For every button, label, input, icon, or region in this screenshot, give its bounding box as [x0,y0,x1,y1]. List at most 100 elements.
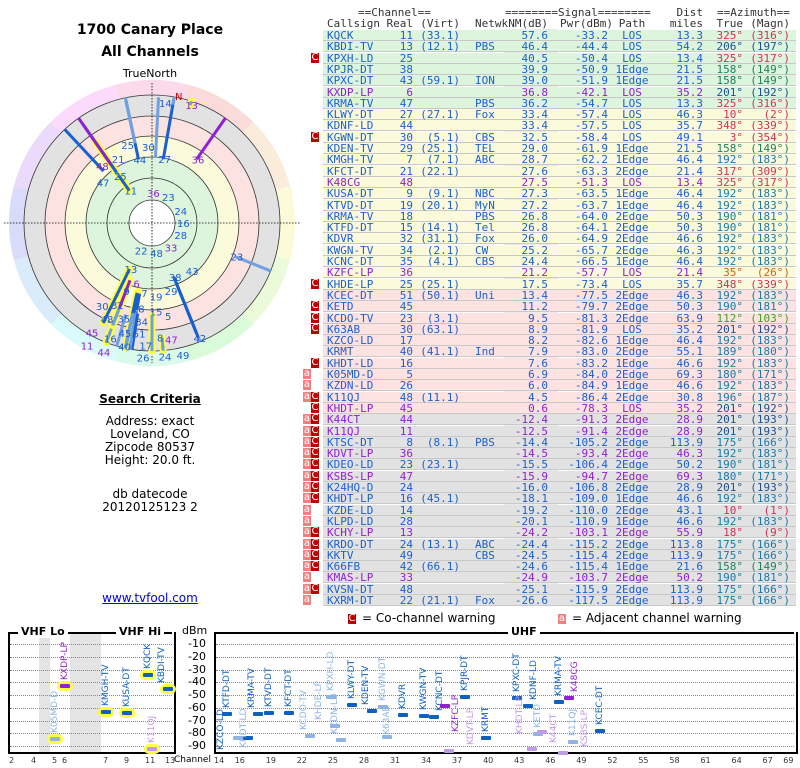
cell-nm: -12.5 [514,424,548,438]
table-row[interactable] [323,538,796,550]
station-ray-label: 43 [186,267,199,278]
table-row[interactable] [323,436,796,448]
table-row[interactable] [323,595,796,606]
table-row[interactable] [323,131,796,143]
table-row[interactable] [323,267,796,279]
station-marker [263,711,274,716]
table-row[interactable] [323,425,796,437]
table-row[interactable] [323,199,796,211]
cell-netwk: ABC [475,537,495,551]
adjacent-channel-flag: a [303,469,311,481]
channel-tick-label: 67 [762,756,773,765]
cell-nm: 46.4 [521,40,549,54]
cell-path: 2Edge [615,232,649,246]
cell-callsign: KRMT [327,345,354,359]
co-channel-flag: C [311,435,319,447]
cell-virt: (12.1) [420,40,460,54]
cell-virt: (21.1) [420,594,460,607]
table-row[interactable] [323,289,796,301]
cell-callsign: KZDE-LD [327,503,374,517]
cell-pwr: -91.3 [574,413,608,427]
table-row[interactable] [323,143,796,154]
tvfool-link[interactable]: www.tvfool.com [102,591,198,605]
column-header-netwk: Netwk [475,17,509,30]
table-row[interactable] [323,414,796,426]
cell-real: 32 [399,232,413,246]
cell-pwr: -84.0 [574,368,608,381]
cell-netwk: ABC [475,153,495,167]
table-row[interactable] [323,572,796,584]
table-row[interactable] [323,233,796,245]
dbm-unit-label: dBm [182,624,208,637]
table-row[interactable] [323,210,796,222]
column-header-real: Real [386,17,414,30]
datecode-value: 20120125123 2 [102,500,198,514]
cell-true: 3° [729,130,743,144]
page-subtitle: All Channels [101,44,199,60]
station-label: K05MD-D [50,691,60,734]
cell-virt: (59.1) [420,74,460,88]
cell-pwr: -73.4 [574,277,608,291]
table-row[interactable] [323,369,796,380]
table-row[interactable] [323,222,796,234]
table-row[interactable] [323,154,796,166]
table-row[interactable] [323,335,796,347]
cell-callsign: KTFD-DT [327,221,374,235]
cell-magn: (2°) [763,108,791,122]
cell-real: 7 [406,153,413,167]
table-row[interactable] [323,278,796,290]
table-row[interactable] [323,256,796,267]
table-row[interactable] [323,527,796,539]
table-row[interactable] [323,504,796,516]
table-row[interactable] [323,97,796,109]
cell-pwr: -62.2 [574,153,608,167]
station-ray-label: 30 [142,143,155,154]
table-row[interactable] [323,86,796,98]
table-row[interactable] [323,448,796,460]
cell-true: 201° [716,322,744,336]
table-row[interactable] [323,52,796,64]
table-row[interactable] [323,493,796,505]
table-row[interactable] [323,244,796,256]
table-row[interactable] [323,120,796,132]
table-row[interactable] [323,30,796,41]
table-row[interactable] [323,459,796,471]
table-row[interactable] [323,391,796,403]
table-row[interactable] [323,75,796,87]
table-row[interactable] [323,583,796,595]
table-row[interactable] [323,63,796,75]
table-row[interactable] [323,470,796,482]
table-row[interactable] [323,176,796,188]
table-row[interactable] [323,109,796,121]
station-ray [128,344,132,350]
table-row[interactable] [323,323,796,335]
table-row[interactable] [323,357,796,369]
table-row[interactable] [323,165,796,177]
station-marker [443,749,454,754]
table-row[interactable] [323,402,796,414]
table-row[interactable] [323,312,796,324]
cell-true: 190° [716,571,744,585]
station-marker [594,729,605,734]
adjacent-channel-flag: a [303,537,311,549]
table-row[interactable] [323,561,796,573]
cell-magn: (166°) [750,537,790,551]
cell-magn: (166°) [750,435,790,449]
station-ray-label: 34 [135,317,148,328]
dbm-tick-label: -50 [188,688,206,701]
table-row[interactable] [323,188,796,200]
cell-path: 1Edge [615,198,649,212]
cell-magn: (193°) [750,424,790,438]
cell-dist: 13.4 [676,51,704,65]
table-row[interactable] [323,41,796,53]
table-row[interactable] [323,380,796,392]
cell-callsign: KCHY-LP [327,526,374,540]
cell-callsign: K11QJ [327,390,361,404]
table-row[interactable] [323,549,796,561]
table-row[interactable] [323,515,796,527]
cell-path: 2Edge [615,571,649,585]
table-row[interactable] [323,346,796,358]
table-row[interactable] [323,301,796,313]
cell-magn: (193°) [750,413,790,427]
table-row[interactable] [323,482,796,493]
